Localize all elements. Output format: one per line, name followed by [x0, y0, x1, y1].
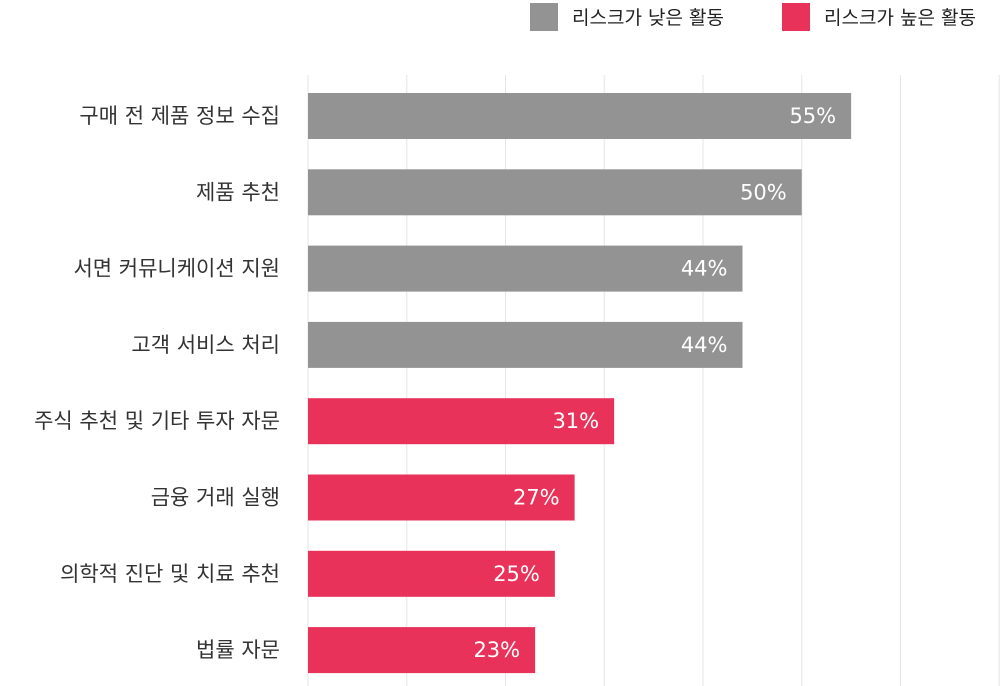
bar-4 — [308, 321, 743, 368]
bar-3 — [308, 245, 743, 292]
category-label-3: 서면 커뮤니케이션 지원 — [73, 257, 280, 281]
value-label-2: 50% — [740, 180, 787, 204]
category-label-2: 제품 추천 — [196, 180, 280, 204]
bar-5 — [308, 398, 615, 445]
bar-8 — [308, 627, 536, 674]
value-label-4: 44% — [681, 333, 728, 357]
legend-label-high-risk: 리스크가 높은 활동 — [824, 7, 976, 29]
value-label-7: 25% — [493, 562, 540, 586]
category-label-5: 주식 추천 및 기타 투자 자문 — [34, 409, 280, 433]
category-label-6: 금융 거래 실행 — [151, 486, 280, 510]
category-label-4: 고객 서비스 처리 — [131, 333, 280, 357]
value-label-6: 27% — [513, 486, 560, 510]
bar-1 — [308, 93, 852, 139]
value-label-3: 44% — [681, 257, 728, 281]
category-label-8: 법률 자문 — [196, 638, 280, 662]
value-label-1: 55% — [789, 104, 836, 128]
bars — [308, 93, 852, 674]
category-label-1: 구매 전 제품 정보 수집 — [79, 104, 280, 128]
bar-7 — [308, 550, 555, 597]
legend-swatch-low-risk — [530, 3, 558, 31]
bar-6 — [308, 474, 575, 521]
bar-2 — [308, 169, 802, 216]
category-label-7: 의학적 진단 및 치료 추천 — [60, 562, 280, 586]
legend-label-low-risk: 리스크가 낮은 활동 — [572, 7, 724, 29]
value-labels: 55% 50% 44% 44% 31% 27% 25% 23% — [473, 104, 836, 662]
value-label-8: 23% — [473, 638, 520, 662]
value-label-5: 31% — [552, 409, 599, 433]
legend: 리스크가 낮은 활동 리스크가 높은 활동 — [530, 3, 976, 31]
legend-swatch-high-risk — [782, 3, 810, 31]
